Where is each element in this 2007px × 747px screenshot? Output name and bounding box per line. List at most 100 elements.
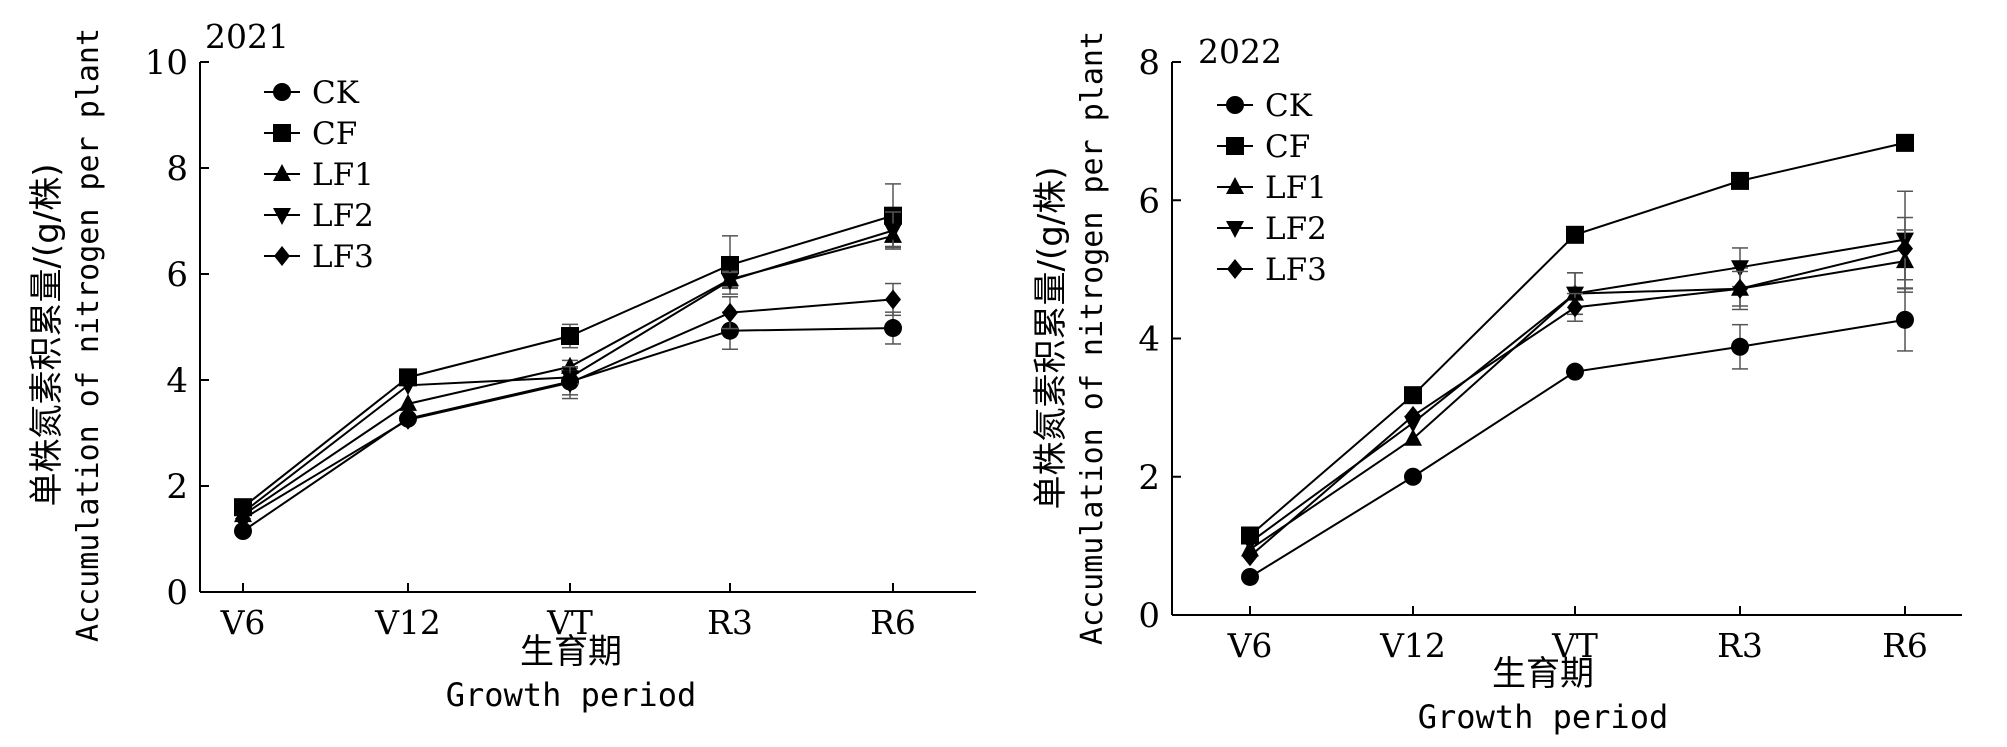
data-point-LF2 — [1731, 260, 1749, 278]
legend-marker-LF1 — [1226, 177, 1244, 194]
legend-item-CK: CK — [264, 75, 360, 111]
x-axis-label-cn: 生育期 — [1492, 654, 1594, 694]
data-point-LF3 — [1567, 297, 1583, 318]
legend-label: LF2 — [1265, 211, 1327, 247]
legend-label: LF3 — [1265, 252, 1327, 288]
y-tick-label: 2 — [1138, 458, 1160, 498]
data-point-LF2 — [399, 378, 417, 396]
y-axis-label-cn: 单株氮素积累量/(g/株) — [1031, 166, 1071, 509]
legend-marker-LF2 — [273, 208, 291, 225]
data-point-LF2 — [721, 273, 739, 291]
data-point-CF — [721, 255, 739, 274]
legend-label: CF — [1265, 129, 1310, 165]
x-axis-label-en: Growth period — [1418, 698, 1668, 736]
data-point-CK — [1404, 467, 1422, 486]
data-point-CK — [1241, 567, 1259, 586]
x-tick-label: R6 — [1882, 626, 1928, 665]
y-axis-label-en: Accumulation of nitrogen per plant — [71, 28, 106, 642]
data-point-LF3 — [1732, 278, 1748, 299]
legend-item-LF3: LF3 — [264, 239, 374, 275]
y-tick-label: 8 — [166, 149, 188, 189]
y-tick-label: 8 — [1138, 43, 1160, 83]
chart-2022: 0 2 4 6 8 V6 V12 VT R3 R6 2022 单株氮素积累量/(g/株) Accumul… — [1031, 31, 1962, 736]
data-point-LF3 — [1405, 405, 1421, 426]
series-LF1 — [1241, 229, 1914, 557]
data-point-LF2 — [1241, 535, 1259, 553]
x-tick-label: V12 — [1379, 626, 1446, 665]
legend-marker-LF1 — [273, 164, 291, 181]
data-point-CK — [884, 319, 902, 338]
data-point-CK — [1896, 310, 1914, 329]
legend-item-LF2: LF2 — [264, 198, 374, 234]
legend-label: LF1 — [1265, 170, 1327, 206]
legend-marker-LF3 — [274, 246, 290, 266]
series-line-CF — [1249, 141, 1906, 537]
x-axis-label-en: Growth period — [446, 676, 696, 714]
series-line-LF2 — [1249, 238, 1906, 544]
legend-marker-CK — [1226, 96, 1244, 114]
data-point-CK — [1566, 362, 1584, 381]
series-line-CK — [1249, 318, 1906, 578]
x-tick-label: V12 — [374, 603, 441, 642]
data-point-CF — [561, 327, 579, 346]
data-point-CK — [721, 321, 739, 340]
series-CK — [234, 311, 902, 541]
chart-2021: 0 2 4 6 8 10 V6 V12 VT R3 R6 2021 单株氮素积累量/(g/株) Accum… — [27, 17, 976, 714]
legend-label: LF3 — [312, 239, 374, 275]
data-point-LF1 — [1404, 428, 1422, 446]
legend-label: CF — [312, 116, 357, 152]
y-tick-label: 10 — [145, 43, 188, 83]
chart-title: 2021 — [205, 17, 289, 56]
data-point-CF — [1896, 133, 1914, 152]
x-tick-label: VT — [546, 603, 593, 642]
data-point-CK — [234, 522, 252, 541]
data-point-LF3 — [235, 508, 251, 529]
series-LF3 — [235, 282, 901, 529]
chart-title: 2022 — [1198, 32, 1282, 71]
y-axis-label-en: Accumulation of nitrogen per plant — [1075, 31, 1110, 645]
data-point-LF3 — [722, 302, 738, 323]
legend-label: CK — [312, 75, 360, 111]
y-tick-label: 4 — [1138, 320, 1160, 360]
y-tick-label: 6 — [166, 255, 188, 295]
legend-marker-LF3 — [1227, 259, 1243, 279]
x-axis-label-cn: 生育期 — [520, 632, 622, 672]
legend-item-LF1: LF1 — [1217, 170, 1327, 206]
x-tick-label: V6 — [1227, 626, 1273, 665]
legend-label: LF1 — [312, 157, 374, 193]
x-tick-label: V6 — [220, 603, 266, 642]
data-point-LF3 — [562, 372, 578, 393]
legend-item-LF1: LF1 — [264, 157, 374, 193]
legend-marker-CK — [273, 83, 291, 101]
data-point-LF2 — [884, 223, 902, 241]
series-CF — [1241, 133, 1914, 545]
data-point-LF3 — [885, 289, 901, 310]
series-CK — [1241, 287, 1914, 586]
x-tick-label: R6 — [870, 603, 916, 642]
legend-label: CK — [1265, 88, 1313, 124]
y-tick-label: 0 — [166, 573, 188, 613]
x-tick-label: R3 — [1717, 626, 1763, 665]
data-point-LF3 — [400, 409, 416, 430]
data-point-LF3 — [1242, 546, 1258, 567]
x-tick-label: VT — [1551, 626, 1598, 665]
data-point-CF — [1404, 386, 1422, 405]
legend-marker-LF2 — [1226, 221, 1244, 238]
data-point-CK — [1731, 337, 1749, 356]
legend-item-CF: CF — [264, 116, 357, 152]
legend-marker-CF — [273, 124, 291, 142]
y-tick-label: 0 — [1138, 596, 1160, 636]
legend-item-CK: CK — [1217, 88, 1313, 124]
y-tick-label: 4 — [166, 361, 188, 401]
y-axis-label-cn: 单株氮素积累量/(g/株) — [27, 163, 67, 506]
legend-label: LF2 — [312, 198, 374, 234]
data-point-LF1 — [399, 393, 417, 411]
y-tick-label: 2 — [166, 467, 188, 507]
series-LF3 — [1242, 216, 1913, 567]
legend-item-LF2: LF2 — [1217, 211, 1327, 247]
legend-item-LF3: LF3 — [1217, 252, 1327, 288]
data-point-CF — [1566, 225, 1584, 244]
data-point-CF — [1731, 171, 1749, 190]
y-tick-label: 6 — [1138, 181, 1160, 221]
